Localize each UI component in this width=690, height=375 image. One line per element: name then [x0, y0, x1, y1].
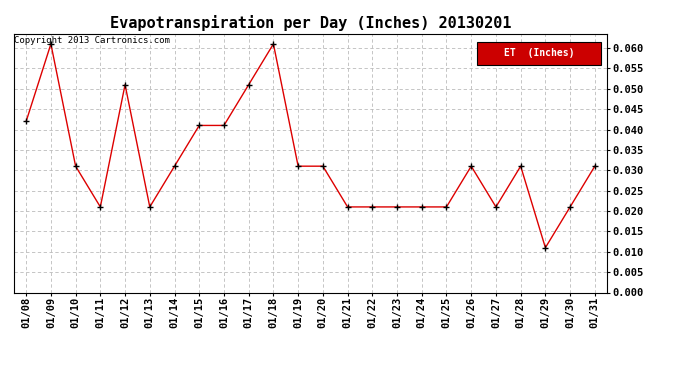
Title: Evapotranspiration per Day (Inches) 20130201: Evapotranspiration per Day (Inches) 2013…: [110, 15, 511, 31]
Text: Copyright 2013 Cartronics.com: Copyright 2013 Cartronics.com: [14, 36, 170, 45]
FancyBboxPatch shape: [477, 42, 601, 65]
Text: ET  (Inches): ET (Inches): [504, 48, 574, 58]
